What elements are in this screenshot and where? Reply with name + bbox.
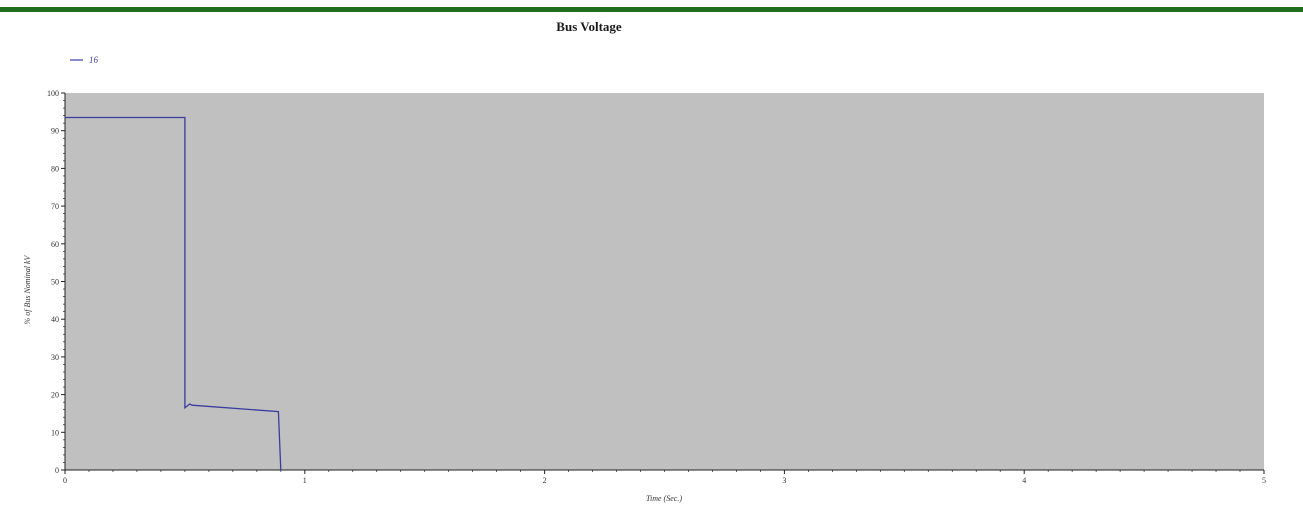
top-accent-bar [0,7,1303,12]
legend: 16 [70,55,99,65]
y-tick-label: 70 [51,202,59,211]
chart-title: Bus Voltage [556,19,622,34]
x-tick-label: 4 [1022,476,1026,485]
y-tick-label: 50 [51,278,59,287]
plot-area [65,93,1264,470]
y-tick-label: 10 [51,428,59,437]
x-tick-label: 1 [303,476,307,485]
y-tick-label: 90 [51,127,59,136]
y-tick-label: 80 [51,164,59,173]
y-axis-label: % of Bus Nominal kV [23,254,32,324]
x-tick-label: 0 [63,476,67,485]
x-tick-label: 5 [1262,476,1266,485]
y-tick-label: 40 [51,315,59,324]
x-tick-label: 3 [782,476,786,485]
legend-label: 16 [89,55,99,65]
y-tick-label: 100 [47,89,59,98]
y-tick-label: 30 [51,353,59,362]
y-tick-label: 60 [51,240,59,249]
series-line-16 [65,116,282,471]
y-axis-ticks: 0 10 20 30 40 50 60 70 80 90 100 [47,89,65,475]
x-axis-label: Time (Sec.) [646,494,682,503]
y-tick-label: 20 [51,391,59,400]
x-axis-ticks: 0 1 2 3 4 5 [63,470,1266,485]
x-tick-label: 2 [543,476,547,485]
y-tick-label: 0 [55,466,59,475]
